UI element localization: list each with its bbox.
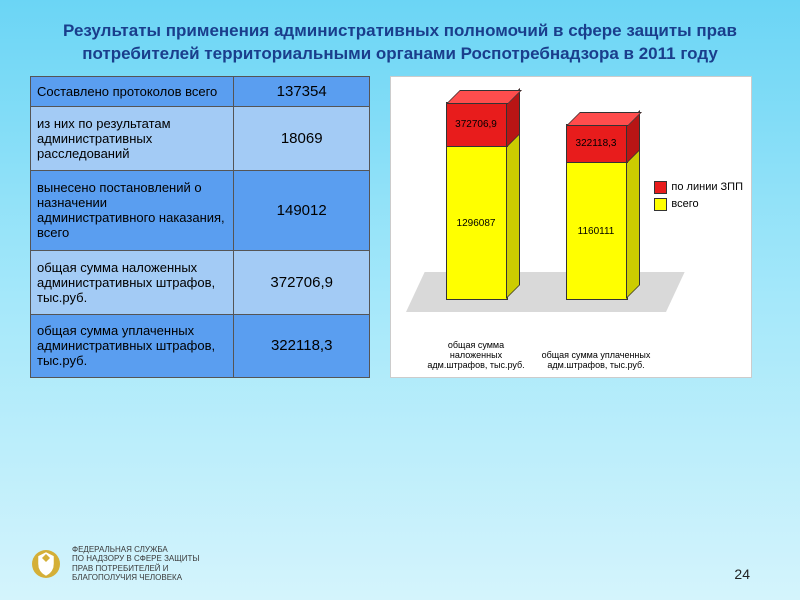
bar-value-total: 1160111 <box>566 226 626 237</box>
table-cell-value: 372706,9 <box>234 251 370 314</box>
legend-item: по линии ЗПП <box>654 181 743 194</box>
chart-legend: по линии ЗПП всего <box>654 177 743 215</box>
page-number: 24 <box>734 566 750 582</box>
table-cell-label: вынесено постановлений о назначении адми… <box>31 170 234 251</box>
bar-top-cap <box>566 112 642 126</box>
table-cell-value: 149012 <box>234 170 370 251</box>
table-row: общая сумма наложенных административных … <box>31 251 370 314</box>
table-cell-label: Составлено протоколов всего <box>31 76 234 106</box>
bar-value-zpp: 322118,3 <box>566 138 626 149</box>
table-cell-label: из них по результатам административных р… <box>31 107 234 170</box>
footer-text: ФЕДЕРАЛЬНАЯ СЛУЖБАПО НАДЗОРУ В СФЕРЕ ЗАЩ… <box>72 545 199 582</box>
content-row: Составлено протоколов всего137354из них … <box>0 76 800 378</box>
bar-value-total: 1296087 <box>446 218 506 229</box>
slide-title: Результаты применения административных п… <box>0 0 800 76</box>
bar-side-total <box>506 131 520 299</box>
table-cell-label: общая сумма уплаченных административных … <box>31 314 234 377</box>
legend-swatch <box>654 198 667 211</box>
table-row: общая сумма уплаченных административных … <box>31 314 370 377</box>
table-row: вынесено постановлений о назначении адми… <box>31 170 370 251</box>
legend-item: всего <box>654 198 743 211</box>
table-cell-value: 18069 <box>234 107 370 170</box>
chart-x-label: общая сумма наложенных адм.штрафов, тыс.… <box>421 341 531 371</box>
bar-side-total <box>626 147 640 299</box>
data-table: Составлено протоколов всего137354из них … <box>30 76 370 378</box>
table-cell-value: 322118,3 <box>234 314 370 377</box>
bar-value-zpp: 372706,9 <box>446 119 506 130</box>
footer: ФЕДЕРАЛЬНАЯ СЛУЖБАПО НАДЗОРУ В СФЕРЕ ЗАЩ… <box>30 545 199 582</box>
emblem-icon <box>30 548 62 580</box>
table-cell-label: общая сумма наложенных административных … <box>31 251 234 314</box>
table-row: из них по результатам административных р… <box>31 107 370 170</box>
legend-swatch <box>654 181 667 194</box>
chart-x-label: общая сумма уплаченных адм.штрафов, тыс.… <box>541 351 651 371</box>
legend-label: всего <box>671 198 698 210</box>
table-cell-value: 137354 <box>234 76 370 106</box>
table-row: Составлено протоколов всего137354 <box>31 76 370 106</box>
legend-label: по линии ЗПП <box>671 181 743 193</box>
bar-chart: 1296087 372706,9 1160111 322118,3 по линии … <box>390 76 752 378</box>
